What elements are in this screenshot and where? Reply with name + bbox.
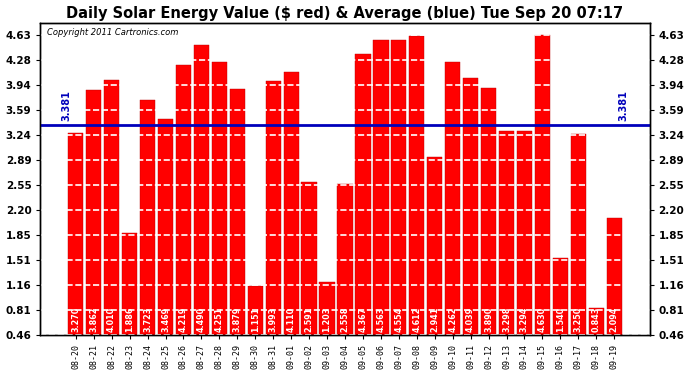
Text: 1.540: 1.540	[556, 307, 565, 332]
Text: Copyright 2011 Cartronics.com: Copyright 2011 Cartronics.com	[46, 28, 178, 37]
Text: 1.203: 1.203	[322, 307, 332, 332]
Bar	[463, 78, 478, 335]
Text: 4.630: 4.630	[538, 307, 547, 332]
Bar	[104, 80, 119, 335]
Bar	[607, 218, 622, 335]
Bar	[86, 90, 101, 335]
Text: 4.367: 4.367	[358, 307, 368, 332]
Bar	[355, 54, 371, 335]
Bar	[571, 134, 586, 335]
Text: 4.612: 4.612	[413, 307, 422, 332]
Bar	[409, 36, 424, 335]
Bar	[68, 133, 83, 335]
Bar	[266, 81, 281, 335]
Text: 4.554: 4.554	[395, 307, 404, 332]
Bar	[158, 118, 173, 335]
Text: 4.010: 4.010	[107, 307, 116, 332]
Bar	[337, 184, 353, 335]
Bar	[140, 100, 155, 335]
Text: 2.591: 2.591	[304, 307, 313, 332]
Bar	[122, 232, 137, 335]
Bar	[373, 40, 388, 335]
Bar	[391, 40, 406, 335]
Bar	[248, 286, 263, 335]
Bar	[284, 72, 299, 335]
Text: 3.381: 3.381	[62, 90, 72, 122]
Bar	[230, 89, 245, 335]
Bar	[302, 182, 317, 335]
Text: 3.294: 3.294	[520, 307, 529, 332]
Bar	[499, 131, 514, 335]
Text: 4.219: 4.219	[179, 307, 188, 332]
Text: 4.039: 4.039	[466, 307, 475, 332]
Text: 3.862: 3.862	[89, 306, 98, 332]
Text: 4.251: 4.251	[215, 307, 224, 332]
Text: 2.094: 2.094	[610, 307, 619, 332]
Text: 3.250: 3.250	[574, 307, 583, 332]
Text: 3.993: 3.993	[268, 307, 277, 332]
Text: 2.941: 2.941	[431, 307, 440, 332]
Bar	[517, 131, 532, 335]
Text: 3.469: 3.469	[161, 307, 170, 332]
Bar	[445, 62, 460, 335]
Bar	[481, 88, 496, 335]
Bar	[194, 45, 209, 335]
Text: 3.890: 3.890	[484, 307, 493, 332]
Text: 1.151: 1.151	[250, 307, 259, 332]
Text: 3.298: 3.298	[502, 306, 511, 332]
Bar	[212, 62, 227, 335]
Text: 3.879: 3.879	[233, 307, 241, 332]
Text: 1.886: 1.886	[125, 306, 134, 332]
Text: 4.110: 4.110	[286, 307, 295, 332]
Bar	[427, 157, 442, 335]
Text: 3.270: 3.270	[71, 307, 80, 332]
Text: 4.490: 4.490	[197, 307, 206, 332]
Text: 2.558: 2.558	[340, 306, 350, 332]
Bar	[176, 64, 191, 335]
Text: 0.843: 0.843	[592, 307, 601, 332]
Text: 3.381: 3.381	[618, 90, 628, 122]
Bar	[553, 258, 568, 335]
Text: 4.563: 4.563	[377, 307, 386, 332]
Text: 3.723: 3.723	[143, 307, 152, 332]
Text: 4.262: 4.262	[448, 306, 457, 332]
Bar	[589, 308, 604, 335]
Title: Daily Solar Energy Value ($ red) & Average (blue) Tue Sep 20 07:17: Daily Solar Energy Value ($ red) & Avera…	[66, 6, 624, 21]
Bar	[535, 35, 550, 335]
Bar	[319, 282, 335, 335]
